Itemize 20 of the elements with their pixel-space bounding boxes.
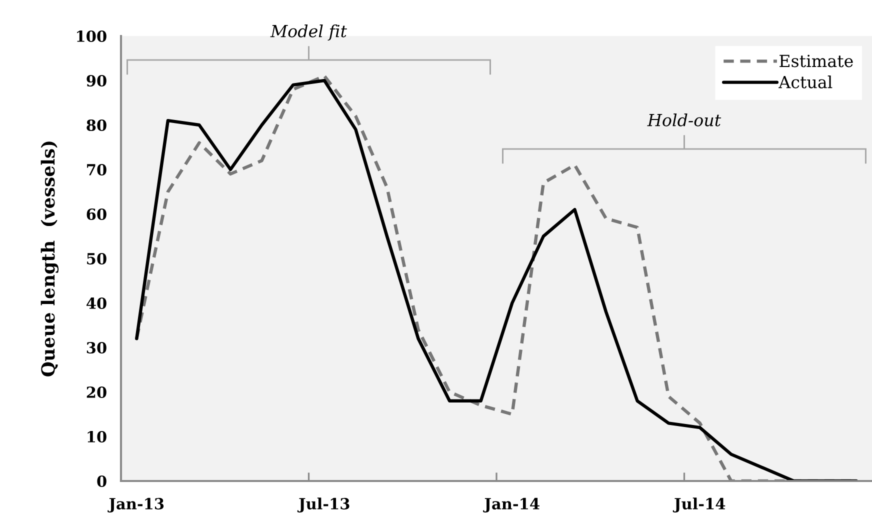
y-tick-label: 20 [86, 386, 106, 398]
y-tick-label: 90 [86, 74, 106, 87]
x-tick-label: Jul-14 [672, 498, 726, 512]
y-tick-label: 70 [87, 164, 106, 176]
y-tick-label: 30 [86, 342, 106, 354]
annotation: Hold-out [647, 113, 722, 126]
x-tick-label: Jul-13 [297, 498, 350, 512]
legend-label: Estimate [780, 54, 853, 68]
y-tick-label: 60 [86, 208, 106, 220]
x-tick-label: Jan-14 [483, 498, 540, 512]
y-tick-label: 50 [87, 252, 106, 265]
y-axis-title: Queue length (vessels) [40, 142, 59, 376]
y-tick-label: 80 [86, 119, 106, 132]
y-tick-label: 10 [88, 430, 106, 443]
y-tick-label: 100 [77, 30, 106, 42]
annotation: Model fit [270, 24, 347, 41]
y-tick-label: 0 [97, 475, 106, 488]
legend-label: Actual [778, 75, 832, 88]
x-tick-label: Jan-13 [108, 498, 164, 512]
y-tick-label: 40 [86, 297, 106, 310]
